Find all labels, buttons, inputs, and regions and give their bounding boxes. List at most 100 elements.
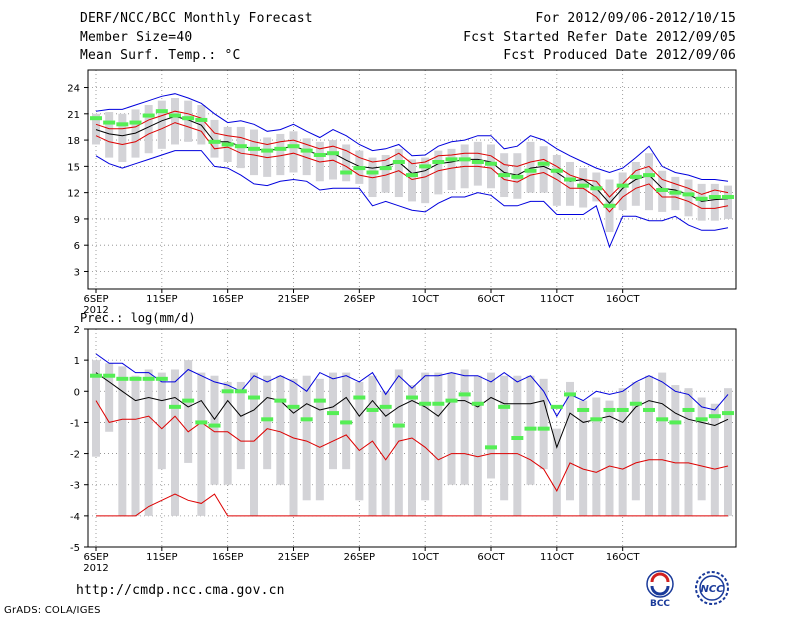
forecast-marker — [195, 117, 208, 122]
x-tick-label: 6SEP — [83, 552, 108, 563]
x-tick-label: 11OCT — [540, 552, 575, 563]
x-tick-label: 6OCT — [477, 294, 505, 305]
ensemble-box — [184, 100, 193, 142]
y-tick-label: -3 — [70, 481, 80, 492]
ensemble-box — [368, 375, 377, 516]
forecast-marker — [643, 173, 655, 178]
forecast-marker — [340, 170, 353, 175]
forecast-marker — [498, 173, 511, 178]
forecast-marker — [313, 398, 326, 403]
ensemble-box — [487, 372, 495, 479]
ensemble-box — [500, 375, 509, 501]
forecast-marker — [695, 417, 708, 422]
ensemble-box — [276, 133, 285, 176]
ensemble-box — [184, 360, 193, 463]
x-tick-label: 11SEP — [146, 294, 177, 305]
forecast-marker — [616, 183, 629, 188]
forecast-marker — [629, 174, 642, 179]
forecast-marker — [564, 392, 576, 397]
forecast-marker — [498, 404, 511, 409]
ensemble-box — [289, 131, 298, 173]
ensemble-box — [631, 161, 640, 206]
forecast-marker — [458, 392, 471, 397]
ensemble-box — [276, 375, 285, 485]
forecast-marker — [616, 407, 629, 412]
forecast-marker — [195, 420, 208, 425]
ensemble-box — [250, 372, 258, 516]
x-tick-label: 21SEP — [278, 552, 309, 563]
bcc-logo: BCC — [646, 570, 674, 609]
forecast-marker — [353, 166, 366, 171]
forecast-marker — [432, 401, 445, 406]
forecast-marker — [511, 436, 524, 440]
ensemble-box — [394, 369, 403, 516]
forecast-marker — [643, 407, 655, 412]
forecast-marker — [511, 174, 524, 179]
ensemble-box — [408, 159, 416, 202]
forecast-marker — [287, 404, 300, 409]
forecast-marker — [327, 411, 339, 416]
series-line-ens-mean — [95, 372, 729, 449]
forecast-marker — [248, 146, 260, 151]
ensemble-box — [171, 98, 179, 145]
ensemble-box — [710, 403, 719, 516]
forecast-marker — [392, 159, 405, 164]
forecast-marker — [682, 192, 695, 197]
x-tick-label: 6OCT — [477, 552, 505, 563]
ensemble-box — [118, 366, 127, 516]
ensemble-box — [263, 375, 272, 470]
forecast-marker — [590, 417, 603, 422]
ensemble-box — [552, 428, 561, 516]
ensemble-box — [355, 381, 364, 501]
x-tick-label: 16SEP — [212, 552, 243, 563]
forecast-marker — [221, 389, 234, 394]
x-tick-label: 6SEP — [83, 294, 108, 305]
forecast-marker — [379, 404, 392, 409]
x-tick-label: 26SEP — [344, 552, 375, 563]
y-tick-label: 9 — [74, 215, 80, 226]
forecast-marker — [261, 417, 274, 422]
ensemble-box — [724, 388, 732, 516]
x-tick-label: 11SEP — [146, 552, 177, 563]
forecast-marker — [471, 401, 484, 406]
ensemble-box — [645, 375, 653, 516]
x-tick-label: 11OCT — [540, 294, 575, 305]
ensemble-box — [566, 161, 574, 206]
y-tick-label: 6 — [74, 241, 80, 252]
ensemble-box — [618, 388, 627, 516]
forecast-marker — [313, 152, 326, 157]
y-tick-label: -2 — [70, 450, 80, 461]
ensemble-box — [381, 154, 390, 193]
forecast-marker — [169, 404, 181, 409]
y-tick-label: 0 — [74, 387, 80, 398]
y-tick-label: 12 — [67, 189, 80, 200]
series-line-lower — [95, 122, 729, 213]
forecast-marker — [234, 144, 247, 149]
forecast-marker — [221, 142, 234, 147]
forecast-marker — [524, 168, 537, 173]
ensemble-box — [92, 113, 100, 145]
ensemble-box — [105, 112, 114, 158]
ensemble-box — [539, 378, 548, 470]
ensemble-box — [250, 129, 258, 176]
series-line-max — [95, 93, 729, 182]
x-year-label: 2012 — [83, 563, 108, 574]
source-url[interactable]: http://cmdp.ncc.cma.gov.cn — [76, 583, 285, 598]
ensemble-box — [473, 375, 482, 516]
ensemble-box — [210, 119, 219, 158]
ncc-logo: NCC — [695, 571, 729, 605]
forecast-marker — [90, 116, 102, 121]
ensemble-box — [579, 400, 588, 516]
forecast-marker — [564, 177, 576, 182]
forecast-marker — [169, 113, 181, 118]
ensemble-box — [210, 375, 219, 485]
forecast-marker — [419, 401, 432, 406]
ensemble-box — [302, 138, 311, 176]
forecast-marker — [577, 183, 590, 188]
y-tick-label: 1 — [74, 356, 80, 367]
ensemble-box — [460, 369, 469, 485]
x-tick-label: 16OCT — [606, 552, 641, 563]
forecast-marker — [208, 423, 221, 428]
forecast-marker — [327, 151, 339, 156]
forecast-marker — [155, 376, 168, 381]
